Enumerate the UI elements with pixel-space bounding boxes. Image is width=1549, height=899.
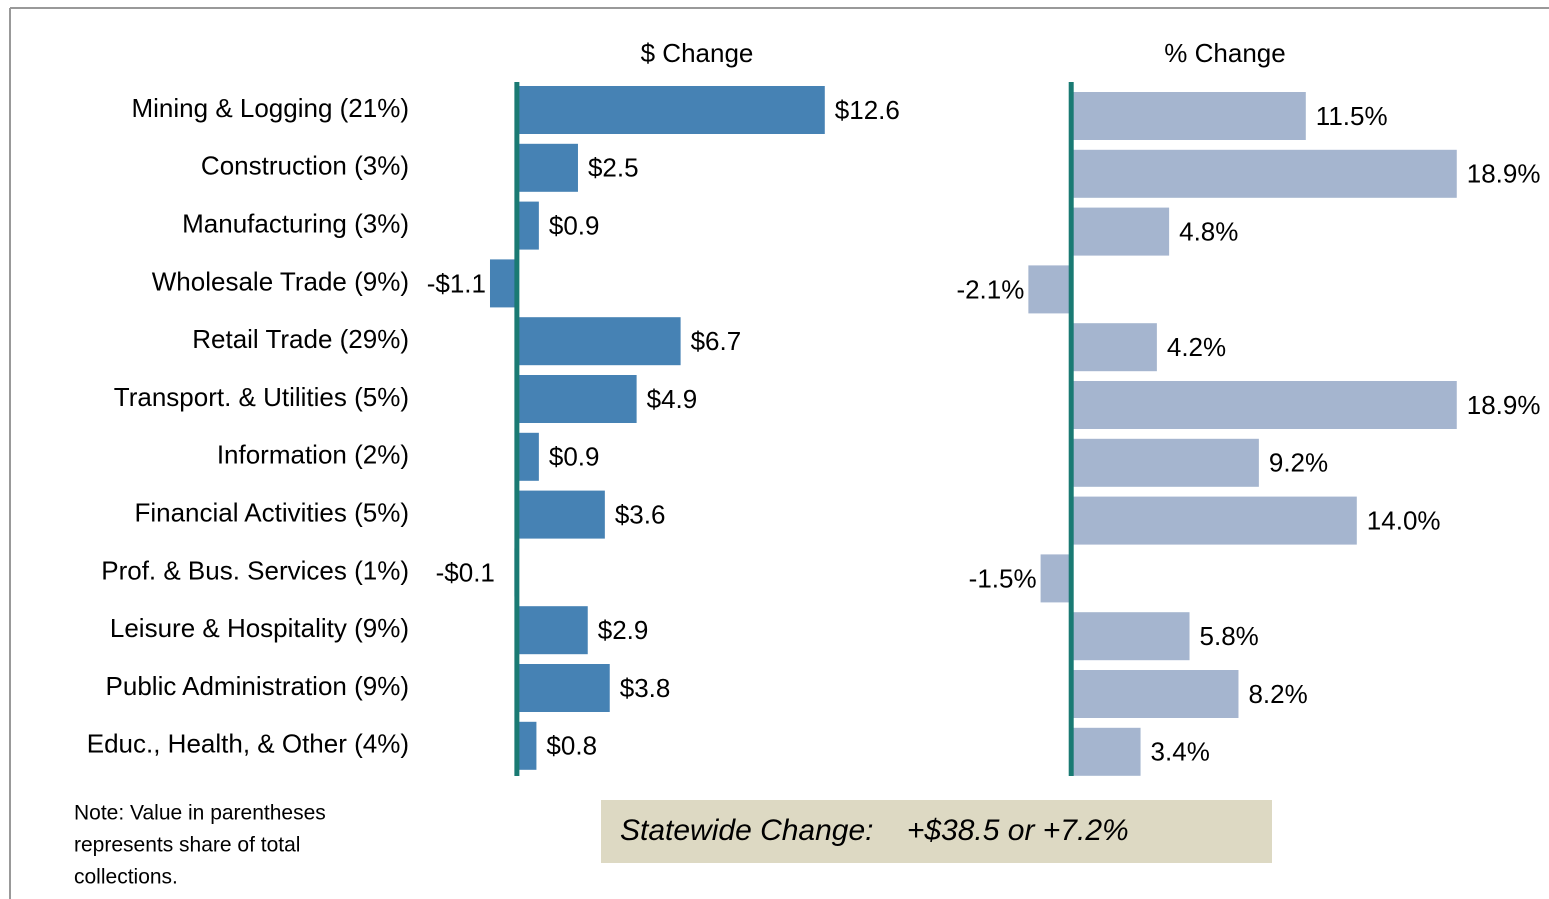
bar <box>1040 554 1072 603</box>
category-label: Mining & Logging (21%) <box>132 93 410 123</box>
value-label: -$1.1 <box>427 268 486 298</box>
category-label: Transport. & Utilities (5%) <box>114 382 409 412</box>
value-label: 4.8% <box>1179 216 1238 246</box>
bar <box>489 259 517 308</box>
bar <box>516 664 610 712</box>
category-label: Prof. & Bus. Services (1%) <box>101 555 409 585</box>
value-label: $0.8 <box>546 731 597 761</box>
category-label: Construction (3%) <box>201 151 409 181</box>
summary-box <box>601 800 1272 863</box>
bar <box>516 490 605 539</box>
bar <box>1071 381 1457 429</box>
bar <box>1028 265 1072 314</box>
value-label: 14.0% <box>1367 505 1441 535</box>
value-label: -$0.1 <box>436 557 495 587</box>
bar <box>1071 496 1357 545</box>
bar <box>1071 323 1157 372</box>
value-label: 8.2% <box>1248 679 1307 709</box>
bar <box>1071 612 1190 661</box>
category-label: Public Administration (9%) <box>106 671 409 701</box>
value-label: $3.8 <box>620 673 671 703</box>
category-label: Manufacturing (3%) <box>182 208 409 238</box>
bar <box>516 721 537 770</box>
category-label: Educ., Health, & Other (4%) <box>87 729 409 759</box>
bar <box>1071 207 1170 256</box>
bar <box>516 606 588 655</box>
category-label: Information (2%) <box>217 440 409 470</box>
value-label: $0.9 <box>549 210 600 240</box>
bar <box>516 143 578 192</box>
note-line: collections. <box>74 866 178 889</box>
bar <box>1071 727 1141 776</box>
value-label: -1.5% <box>969 563 1037 593</box>
value-label: $6.7 <box>691 326 742 356</box>
value-label: $4.9 <box>647 384 698 414</box>
category-label: Retail Trade (29%) <box>192 324 409 354</box>
value-label: 18.9% <box>1467 390 1541 420</box>
summary-text: Statewide Change: +$38.5 or +7.2% <box>620 814 1129 847</box>
bar <box>516 375 637 423</box>
value-label: 18.9% <box>1467 159 1541 189</box>
value-label: $2.5 <box>588 153 639 183</box>
value-label: $12.6 <box>835 95 900 125</box>
category-label: Financial Activities (5%) <box>134 497 409 527</box>
bar <box>1071 92 1306 140</box>
value-label: 11.5% <box>1316 101 1388 131</box>
value-label: 9.2% <box>1269 448 1328 478</box>
panel-title: % Change <box>1164 38 1285 68</box>
value-label: 3.4% <box>1151 737 1210 767</box>
bar <box>516 317 681 366</box>
value-label: -2.1% <box>956 274 1024 304</box>
value-label: $0.9 <box>549 442 600 472</box>
bar <box>516 201 539 250</box>
value-label: $3.6 <box>615 499 666 529</box>
bar <box>516 86 825 134</box>
panel-title: $ Change <box>641 38 754 68</box>
category-label: Wholesale Trade (9%) <box>152 266 409 296</box>
bar <box>1071 149 1457 198</box>
value-label: 4.2% <box>1167 332 1226 362</box>
note-line: represents share of total <box>74 834 300 857</box>
value-label: $2.9 <box>598 615 649 645</box>
bar <box>1071 438 1259 487</box>
category-label: Leisure & Hospitality (9%) <box>110 613 409 643</box>
bar <box>1071 670 1239 718</box>
bar <box>516 432 539 481</box>
note-line: Note: Value in parentheses <box>74 802 326 825</box>
value-label: 5.8% <box>1200 621 1259 651</box>
